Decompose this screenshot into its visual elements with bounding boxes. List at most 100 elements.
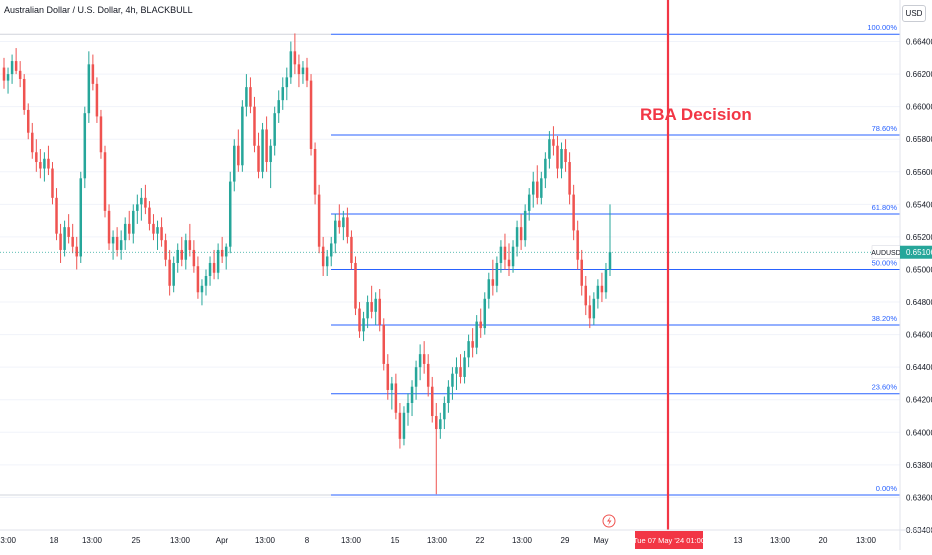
- time-tick-label: 25: [132, 536, 141, 545]
- candle-body: [531, 181, 535, 195]
- candle-body: [228, 181, 232, 247]
- candles: [0, 33, 900, 495]
- candle-body: [83, 113, 87, 179]
- candle-body: [608, 252, 612, 270]
- candle-body: [491, 279, 495, 286]
- candle-body: [313, 149, 317, 195]
- fib-level-label: 38.20%: [872, 314, 898, 323]
- time-tick-label: 13:00: [856, 536, 877, 545]
- candle-body: [378, 298, 381, 325]
- time-tick-label: 22: [476, 536, 485, 545]
- time-tick-label: Apr: [216, 536, 229, 545]
- candle-body: [59, 233, 62, 250]
- candle-body: [362, 318, 365, 332]
- candle-body: [297, 64, 301, 75]
- time-tick-label: 13:00: [82, 536, 103, 545]
- event-markers: RBA Decision: [602, 0, 752, 530]
- candle-body: [216, 249, 220, 273]
- grid-layer: [0, 41, 900, 531]
- candle-body: [507, 259, 511, 267]
- candle-body: [281, 87, 285, 101]
- candle-body: [115, 236, 119, 250]
- fib-level-label: 100.00%: [867, 23, 897, 32]
- candle-body: [91, 64, 95, 84]
- candle-body: [495, 262, 499, 286]
- candle-body: [107, 210, 111, 244]
- candle-body: [338, 220, 341, 228]
- candle-body: [382, 324, 386, 364]
- candle-body: [519, 227, 523, 241]
- candle-body: [552, 139, 555, 146]
- candle-body: [220, 249, 224, 257]
- candle-body: [418, 354, 422, 368]
- time-tick-label: 13: [734, 536, 743, 545]
- candle-body: [156, 227, 159, 234]
- candle-body: [604, 269, 608, 293]
- candle-body: [99, 116, 103, 153]
- candle-body: [168, 259, 171, 286]
- candle-body: [350, 236, 353, 263]
- candle-body: [160, 227, 163, 241]
- candle-body: [426, 363, 430, 387]
- fib-level-label: 78.60%: [872, 124, 898, 133]
- time-tick-label: 18: [50, 536, 59, 545]
- candle-body: [402, 412, 406, 439]
- candle-body: [523, 210, 527, 241]
- candle-body: [35, 152, 38, 163]
- candle-body: [560, 149, 563, 169]
- candle-body: [406, 403, 410, 413]
- candle-body: [265, 129, 268, 163]
- candle-body: [414, 367, 418, 387]
- time-tick-label: 8: [305, 536, 310, 545]
- candle-body: [26, 109, 30, 133]
- candle-body: [148, 207, 151, 224]
- candle-body: [200, 285, 204, 293]
- candle-body: [79, 178, 83, 257]
- time-tick-label: 29: [561, 536, 570, 545]
- candle-body: [31, 132, 34, 153]
- time-tick-label: 13:00: [427, 536, 448, 545]
- candle-body: [285, 77, 289, 88]
- candle-body: [544, 158, 547, 179]
- candle-body: [548, 139, 551, 159]
- candle-body: [390, 383, 394, 390]
- candle-body: [67, 227, 70, 237]
- candle-body: [144, 197, 147, 208]
- event-date-tag-bg: [635, 531, 703, 549]
- candle-body: [370, 302, 373, 312]
- candle-body: [132, 210, 135, 234]
- fib-level-label: 50.00%: [872, 258, 898, 267]
- candle-body: [172, 262, 175, 286]
- candle-body: [467, 341, 470, 358]
- candle-body: [463, 357, 466, 377]
- candle-body: [515, 227, 519, 247]
- currency-button[interactable]: USD: [902, 5, 926, 22]
- candle-body: [293, 51, 297, 65]
- candle-body: [6, 74, 10, 81]
- candle-body: [410, 386, 414, 403]
- candle-body: [398, 412, 402, 439]
- candle-body: [140, 197, 143, 205]
- time-axis[interactable]: 13:00 18 13:00 25 13:00 Apr 13:00 8 13:00 15 13:00…: [0, 529, 932, 549]
- candle-body: [443, 403, 446, 420]
- candle-body: [568, 162, 571, 195]
- candle-body: [261, 129, 264, 172]
- candle-body: [564, 149, 567, 163]
- time-tick-label: 13:00: [341, 536, 362, 545]
- candle-body: [511, 246, 515, 267]
- candle-body: [358, 308, 361, 332]
- candle-body: [253, 106, 256, 146]
- candle-body: [176, 249, 179, 263]
- candle-body: [459, 367, 462, 377]
- candle-body: [75, 246, 78, 257]
